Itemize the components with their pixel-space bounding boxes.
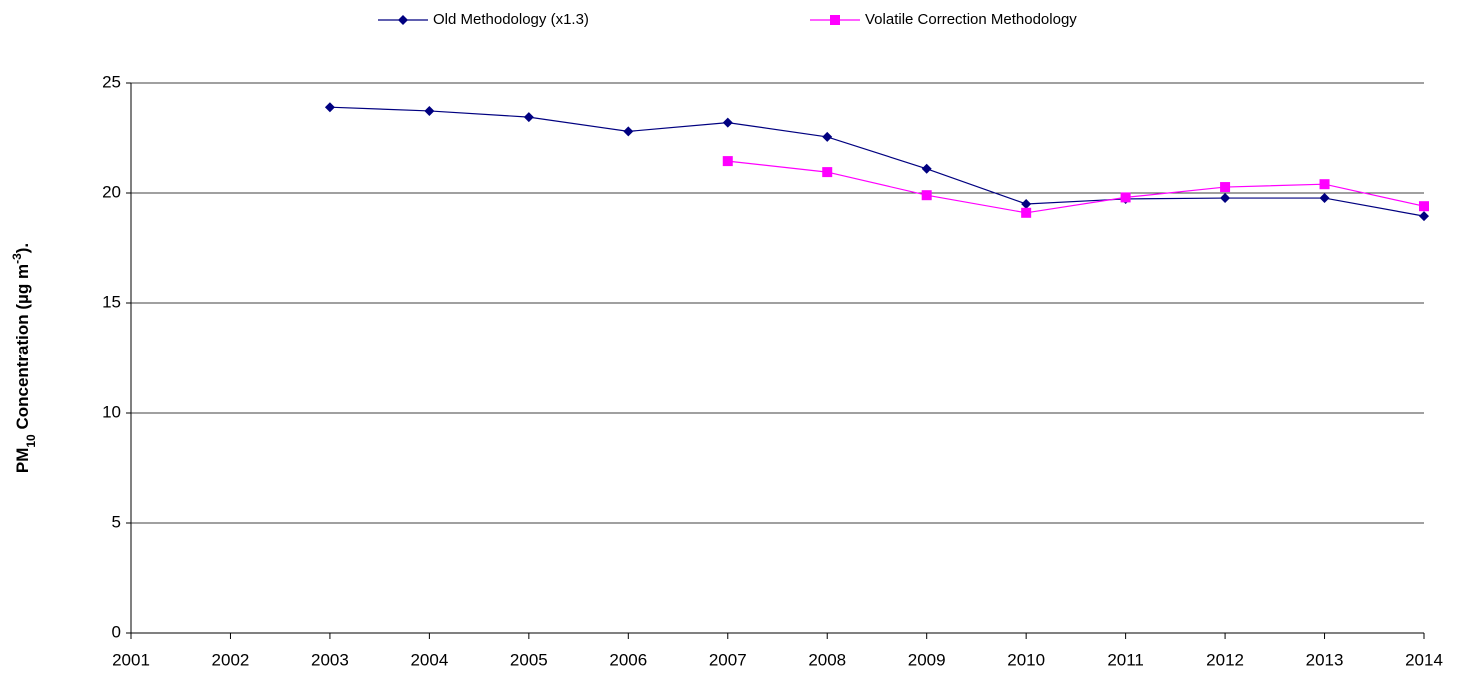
series-line <box>329 106 1425 217</box>
x-tick-label: 2013 <box>1306 650 1344 669</box>
x-tick-label: 2008 <box>808 650 846 669</box>
data-point <box>1021 199 1032 209</box>
y-label-part: Concentration (µg m <box>13 264 32 434</box>
data-point <box>1021 207 1032 218</box>
y-tick-label: 10 <box>102 402 121 421</box>
x-tick-label: 2009 <box>908 650 946 669</box>
series-line <box>727 160 1425 214</box>
y-label-part: 10 <box>24 434 38 448</box>
y-tick-label: 20 <box>102 182 121 201</box>
x-tick-label: 2002 <box>212 650 250 669</box>
legend-marker <box>398 15 408 25</box>
data-point <box>921 163 932 174</box>
x-tick-label: 2014 <box>1405 650 1443 669</box>
data-point <box>1319 179 1330 190</box>
data-point <box>822 131 833 142</box>
data-point <box>1419 201 1429 212</box>
data-point <box>1419 211 1429 222</box>
legend-label: Volatile Correction Methodology <box>865 11 1077 28</box>
data-point <box>1220 193 1231 204</box>
data-point <box>623 126 634 137</box>
y-label-part: -3 <box>10 253 24 264</box>
data-point <box>523 112 534 123</box>
x-tick-label: 2005 <box>510 650 548 669</box>
y-tick-label: 25 <box>102 72 121 91</box>
data-point <box>1220 182 1231 193</box>
y-label-part: ). <box>13 243 32 253</box>
x-tick-label: 2007 <box>709 650 747 669</box>
x-tick-label: 2010 <box>1007 650 1045 669</box>
x-tick-label: 2004 <box>410 650 448 669</box>
data-point <box>722 117 733 128</box>
x-tick-label: 2012 <box>1206 650 1244 669</box>
y-label-part: PM <box>13 448 32 474</box>
legend-label: Old Methodology (x1.3) <box>433 11 589 28</box>
data-point <box>921 190 932 201</box>
y-axis-label: PM10 Concentration (µg m-3). <box>10 243 38 473</box>
data-point <box>722 156 733 167</box>
data-point <box>1120 192 1131 203</box>
y-tick-label: 5 <box>112 512 121 531</box>
y-tick-label: 0 <box>112 622 121 641</box>
data-point <box>424 105 435 116</box>
x-tick-label: 2011 <box>1107 650 1144 669</box>
legend-marker <box>830 15 840 25</box>
data-point <box>822 167 833 178</box>
x-tick-label: 2001 <box>112 650 150 669</box>
x-tick-label: 2003 <box>311 650 349 669</box>
data-point <box>324 102 335 113</box>
x-tick-label: 2006 <box>609 650 647 669</box>
data-point <box>1319 193 1330 204</box>
y-tick-label: 15 <box>102 292 121 311</box>
